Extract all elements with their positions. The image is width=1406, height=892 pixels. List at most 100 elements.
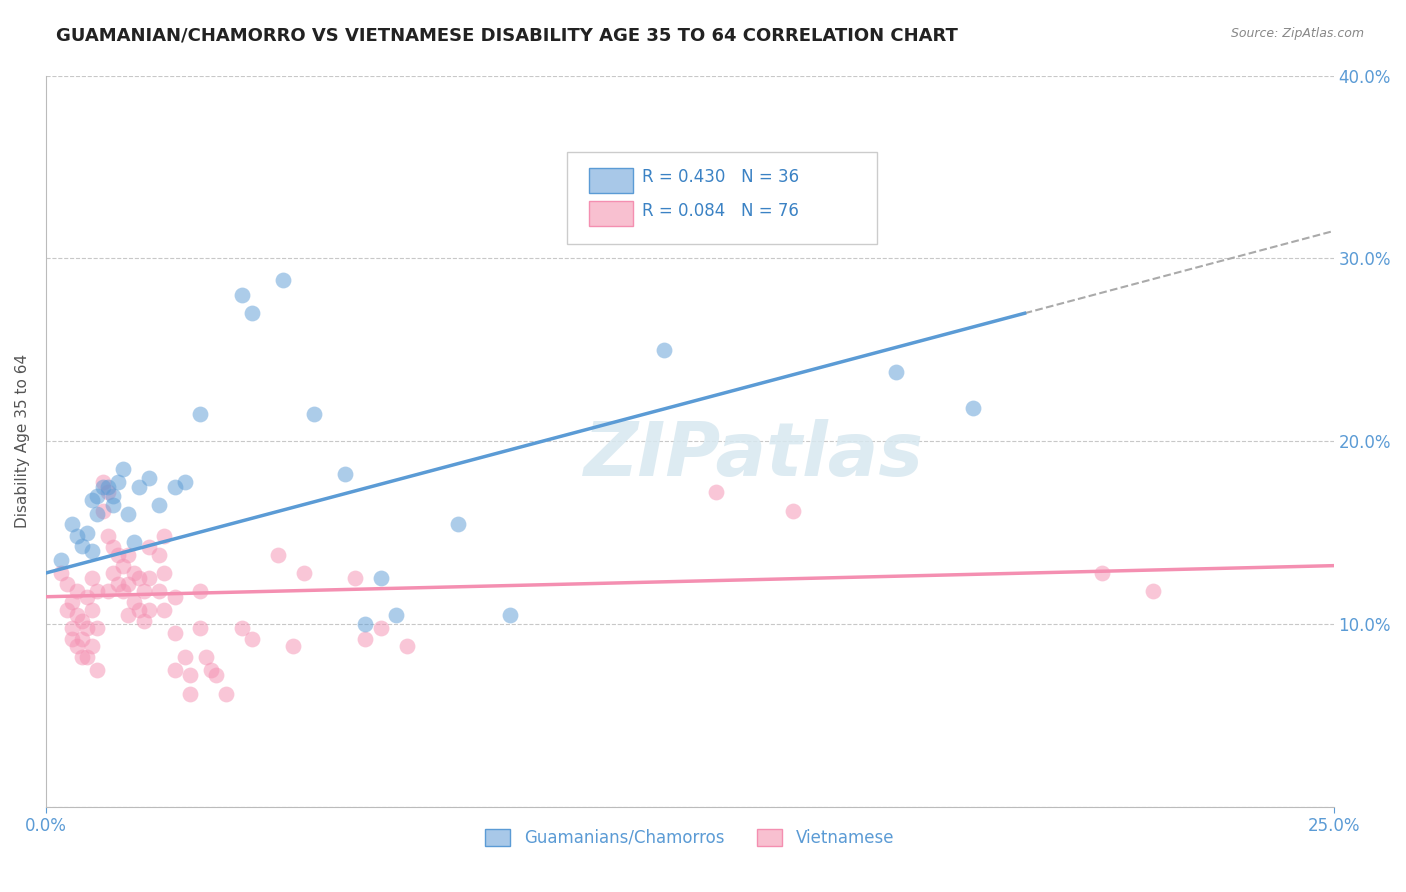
Point <box>117 577 139 591</box>
Point <box>179 687 201 701</box>
Point <box>86 489 108 503</box>
Point <box>385 607 408 622</box>
Point <box>163 480 186 494</box>
Point <box>370 571 392 585</box>
Point <box>174 650 197 665</box>
Point <box>240 632 263 646</box>
Point <box>82 639 104 653</box>
Point <box>782 504 804 518</box>
Point <box>163 590 186 604</box>
Text: R = 0.084   N = 76: R = 0.084 N = 76 <box>643 202 799 219</box>
Point <box>652 343 675 357</box>
Point <box>60 595 83 609</box>
Point <box>354 632 377 646</box>
Point <box>138 471 160 485</box>
Point <box>76 590 98 604</box>
Point <box>55 577 77 591</box>
Point <box>86 508 108 522</box>
Point <box>179 668 201 682</box>
Point <box>884 365 907 379</box>
Point <box>86 584 108 599</box>
Text: GUAMANIAN/CHAMORRO VS VIETNAMESE DISABILITY AGE 35 TO 64 CORRELATION CHART: GUAMANIAN/CHAMORRO VS VIETNAMESE DISABIL… <box>56 27 957 45</box>
Point <box>132 584 155 599</box>
Point <box>190 584 212 599</box>
Point <box>97 584 120 599</box>
Point <box>91 504 114 518</box>
Point <box>190 407 212 421</box>
Point <box>128 571 150 585</box>
Point <box>128 602 150 616</box>
Text: R = 0.430   N = 36: R = 0.430 N = 36 <box>643 169 799 186</box>
Point <box>128 480 150 494</box>
Text: ZIPatlas: ZIPatlas <box>583 419 924 492</box>
Point <box>194 650 217 665</box>
Legend: Guamanians/Chamorros, Vietnamese: Guamanians/Chamorros, Vietnamese <box>478 822 901 854</box>
Point <box>112 461 135 475</box>
Point <box>60 632 83 646</box>
FancyBboxPatch shape <box>589 168 633 193</box>
Point <box>292 566 315 580</box>
Point <box>112 558 135 573</box>
Point <box>66 639 89 653</box>
Point <box>231 621 253 635</box>
Point <box>1142 584 1164 599</box>
Point <box>138 571 160 585</box>
Point <box>163 626 186 640</box>
Point <box>60 516 83 531</box>
Point <box>343 571 366 585</box>
FancyBboxPatch shape <box>589 202 633 227</box>
Point <box>153 602 176 616</box>
FancyBboxPatch shape <box>568 153 876 244</box>
Point <box>148 548 170 562</box>
Point <box>107 548 129 562</box>
Point <box>148 584 170 599</box>
Point <box>1091 566 1114 580</box>
Point <box>82 544 104 558</box>
Point <box>395 639 418 653</box>
Point <box>70 650 93 665</box>
Point <box>215 687 238 701</box>
Point <box>82 492 104 507</box>
Point <box>370 621 392 635</box>
Point <box>82 571 104 585</box>
Point <box>333 467 356 482</box>
Point <box>107 577 129 591</box>
Point <box>148 498 170 512</box>
Point <box>70 632 93 646</box>
Point <box>117 607 139 622</box>
Point <box>122 595 145 609</box>
Point <box>55 602 77 616</box>
Point <box>91 475 114 489</box>
Point <box>122 534 145 549</box>
Point <box>91 480 114 494</box>
Point <box>200 663 222 677</box>
Point <box>117 548 139 562</box>
Point <box>70 614 93 628</box>
Point <box>82 602 104 616</box>
Point <box>76 621 98 635</box>
Point <box>354 617 377 632</box>
Point <box>101 489 124 503</box>
Point <box>704 485 727 500</box>
Point <box>231 288 253 302</box>
Point <box>190 621 212 635</box>
Point <box>70 539 93 553</box>
Point <box>283 639 305 653</box>
Point <box>132 614 155 628</box>
Point <box>101 498 124 512</box>
Point <box>267 548 290 562</box>
Point <box>447 516 470 531</box>
Point <box>101 566 124 580</box>
Point <box>138 541 160 555</box>
Point <box>97 485 120 500</box>
Point <box>138 602 160 616</box>
Point <box>962 401 984 416</box>
Point <box>60 621 83 635</box>
Point <box>302 407 325 421</box>
Point <box>163 663 186 677</box>
Point <box>205 668 228 682</box>
Point <box>66 607 89 622</box>
Point <box>122 566 145 580</box>
Point <box>86 663 108 677</box>
Text: Source: ZipAtlas.com: Source: ZipAtlas.com <box>1230 27 1364 40</box>
